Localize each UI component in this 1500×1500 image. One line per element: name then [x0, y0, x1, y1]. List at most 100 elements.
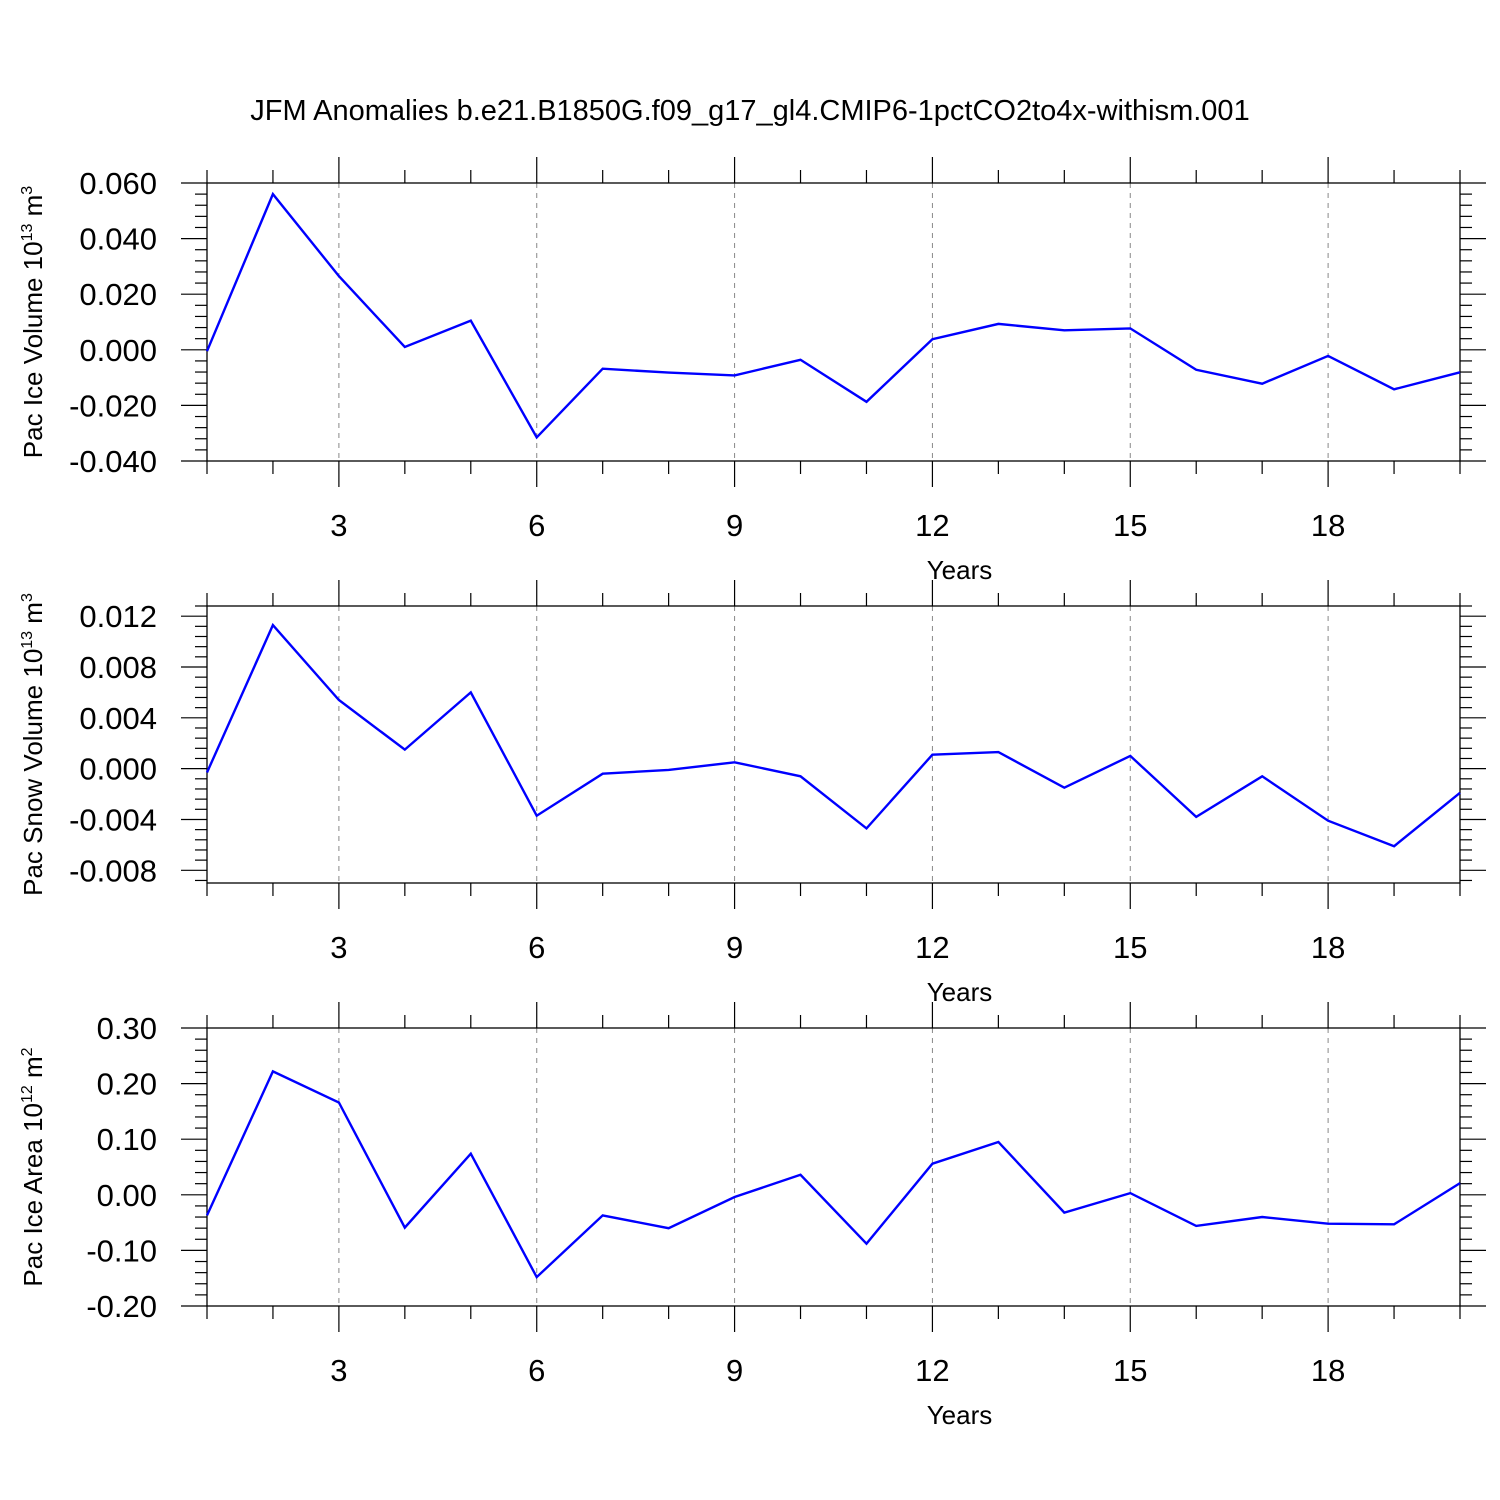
data-point — [469, 690, 473, 694]
data-point — [996, 1140, 1000, 1144]
data-point — [1128, 326, 1132, 330]
data-point — [799, 774, 803, 778]
data-point — [1062, 1211, 1066, 1215]
data-point — [403, 1226, 407, 1230]
data-point — [930, 753, 934, 757]
y-tick-label: -0.008 — [69, 853, 157, 888]
data-point — [733, 1195, 737, 1199]
data-point — [469, 1152, 473, 1156]
y-tick-label: -0.004 — [69, 802, 157, 837]
y-tick-label: -0.20 — [86, 1289, 157, 1324]
data-point — [271, 623, 275, 627]
data-point — [667, 371, 671, 375]
data-point — [1326, 819, 1330, 823]
data-point — [535, 1275, 539, 1279]
x-tick-label: 15 — [1113, 930, 1147, 965]
data-point — [535, 814, 539, 818]
data-point — [601, 772, 605, 776]
y-tick-label: -0.10 — [86, 1233, 157, 1268]
data-point — [733, 373, 737, 377]
data-point — [930, 337, 934, 341]
data-point — [1458, 1181, 1462, 1185]
data-point — [1392, 844, 1396, 848]
data-point — [469, 319, 473, 323]
data-point — [601, 1213, 605, 1217]
data-point — [996, 322, 1000, 326]
y-tick-label: 0.30 — [97, 1011, 157, 1046]
x-tick-label: 18 — [1311, 1353, 1345, 1388]
data-point — [1062, 786, 1066, 790]
data-point — [667, 1226, 671, 1230]
x-tick-label: 9 — [726, 930, 743, 965]
y-tick-label: 0.10 — [97, 1122, 157, 1157]
data-point — [1458, 791, 1462, 795]
y-tick-label: -0.040 — [69, 444, 157, 479]
data-point — [1260, 1215, 1264, 1219]
data-point — [601, 367, 605, 371]
x-axis-label: Years — [927, 1400, 993, 1430]
series-line — [205, 622, 1461, 848]
x-tick-label: 12 — [915, 508, 949, 543]
y-tick-label: 0.00 — [97, 1178, 157, 1213]
plot-frame — [206, 182, 1461, 462]
x-tick-label: 18 — [1311, 508, 1345, 543]
data-point — [403, 345, 407, 349]
x-tick-label: 15 — [1113, 1353, 1147, 1388]
data-point — [733, 760, 737, 764]
y-tick-label: -0.020 — [69, 388, 157, 423]
x-tick-label: 12 — [915, 930, 949, 965]
data-point — [1128, 1191, 1132, 1195]
plot-frame — [206, 605, 1461, 884]
x-tick-label: 3 — [330, 1353, 347, 1388]
data-point — [1326, 354, 1330, 358]
x-tick-label: 9 — [726, 508, 743, 543]
y-tick-label: 0.000 — [79, 333, 157, 368]
panel-1: -0.040 -0.020 0.000 0.020 0.040 0.060 3 6 9 12 15 1… — [18, 157, 1486, 585]
x-tick-label: 3 — [330, 508, 347, 543]
y-axis-label: Pac Ice Volume 1013 m3 — [18, 186, 48, 459]
data-point — [271, 192, 275, 196]
x-tick-label: 6 — [528, 930, 545, 965]
data-point — [1128, 754, 1132, 758]
y-tick-label: 0.20 — [97, 1067, 157, 1102]
y-tick-label: 0.020 — [79, 277, 157, 312]
panel-3: -0.20 -0.10 0.00 0.10 0.20 0.30 3 6 9 12 15 18 Years… — [18, 1002, 1486, 1430]
data-point — [1194, 368, 1198, 372]
data-point — [535, 435, 539, 439]
data-point — [337, 698, 341, 702]
y-tick-label: 0.004 — [79, 701, 157, 736]
data-point — [271, 1069, 275, 1073]
x-axis-label: Years — [927, 977, 993, 1007]
data-point — [864, 400, 868, 404]
panel-2: -0.008 -0.004 0.000 0.004 0.008 0.012 3 6 9 12 15 1… — [18, 580, 1486, 1007]
x-tick-label: 6 — [528, 1353, 545, 1388]
data-point — [864, 826, 868, 830]
data-point — [403, 748, 407, 752]
x-axis-label: Years — [927, 555, 993, 585]
chart-title: JFM Anomalies b.e21.B1850G.f09_g17_gl4.C… — [250, 95, 1249, 127]
data-point — [1326, 1222, 1330, 1226]
x-tick-label: 3 — [330, 930, 347, 965]
data-point — [205, 1213, 209, 1217]
data-point — [864, 1242, 868, 1246]
panels: -0.040 -0.020 0.000 0.020 0.040 0.060 3 6 9 12 15 1… — [18, 157, 1486, 1430]
x-tick-label: 18 — [1311, 930, 1345, 965]
y-tick-label: 0.000 — [79, 752, 157, 787]
y-axis-label: Pac Ice Area 1012 m2 — [18, 1047, 48, 1286]
data-point — [1458, 370, 1462, 374]
series-line — [205, 191, 1461, 440]
data-point — [1194, 815, 1198, 819]
data-point — [1392, 387, 1396, 391]
y-tick-label: 0.060 — [79, 166, 157, 201]
x-tick-label: 12 — [915, 1353, 949, 1388]
data-point — [799, 358, 803, 362]
data-point — [1392, 1222, 1396, 1226]
y-tick-label: 0.008 — [79, 650, 157, 685]
data-point — [337, 1101, 341, 1105]
plot-frame — [206, 1027, 1461, 1307]
data-point — [996, 750, 1000, 754]
data-point — [667, 768, 671, 772]
series-line — [205, 1069, 1461, 1280]
data-point — [337, 274, 341, 278]
